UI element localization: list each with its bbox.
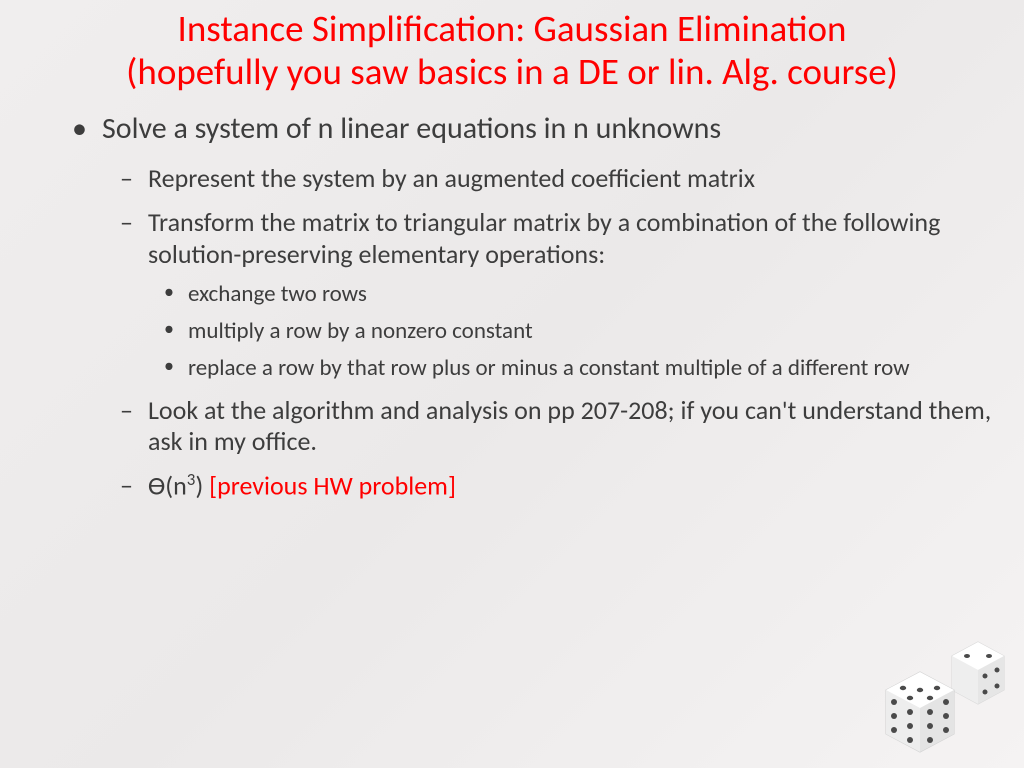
sub-bullet-1: Transform the matrix to triangular matri… bbox=[148, 207, 994, 383]
op-bullet-2: replace a row by that row plus or minus … bbox=[188, 354, 994, 383]
slide-container: Instance Simplification: Gaussian Elimin… bbox=[0, 0, 1024, 534]
sub-bullet-0-text: Represent the system by an augmented coe… bbox=[148, 162, 755, 194]
sub-bullet-1-text: Transform the matrix to triangular matri… bbox=[148, 206, 940, 270]
title-line-2: (hopefully you saw basics in a DE or lin… bbox=[30, 51, 994, 94]
theta-prefix: ϴ(n bbox=[148, 470, 187, 502]
sub-bullet-0: Represent the system by an augmented coe… bbox=[148, 163, 994, 195]
theta-suffix: ) bbox=[195, 470, 209, 502]
title-block: Instance Simplification: Gaussian Elimin… bbox=[30, 8, 994, 93]
bullet-main: Solve a system of n linear equations in … bbox=[102, 111, 994, 502]
sub-bullet-2-text: Look at the algorithm and analysis on pp… bbox=[148, 394, 991, 458]
op-bullet-0: exchange two rows bbox=[188, 280, 994, 309]
bullet-list-level2: Represent the system by an augmented coe… bbox=[102, 163, 994, 502]
hw-note: [previous HW problem] bbox=[209, 470, 456, 502]
bullet-list-level1: Solve a system of n linear equations in … bbox=[30, 111, 994, 502]
op-bullet-1: multiply a row by a nonzero constant bbox=[188, 317, 994, 346]
sub-bullet-2: Look at the algorithm and analysis on pp… bbox=[148, 395, 994, 458]
dice-icon bbox=[864, 630, 1014, 760]
bullet-list-level3: exchange two rows multiply a row by a no… bbox=[148, 280, 994, 382]
title-line-1: Instance Simplification: Gaussian Elimin… bbox=[30, 8, 994, 51]
sub-bullet-3: ϴ(n3) [previous HW problem] bbox=[148, 470, 994, 502]
bullet-main-text: Solve a system of n linear equations in … bbox=[102, 110, 721, 147]
